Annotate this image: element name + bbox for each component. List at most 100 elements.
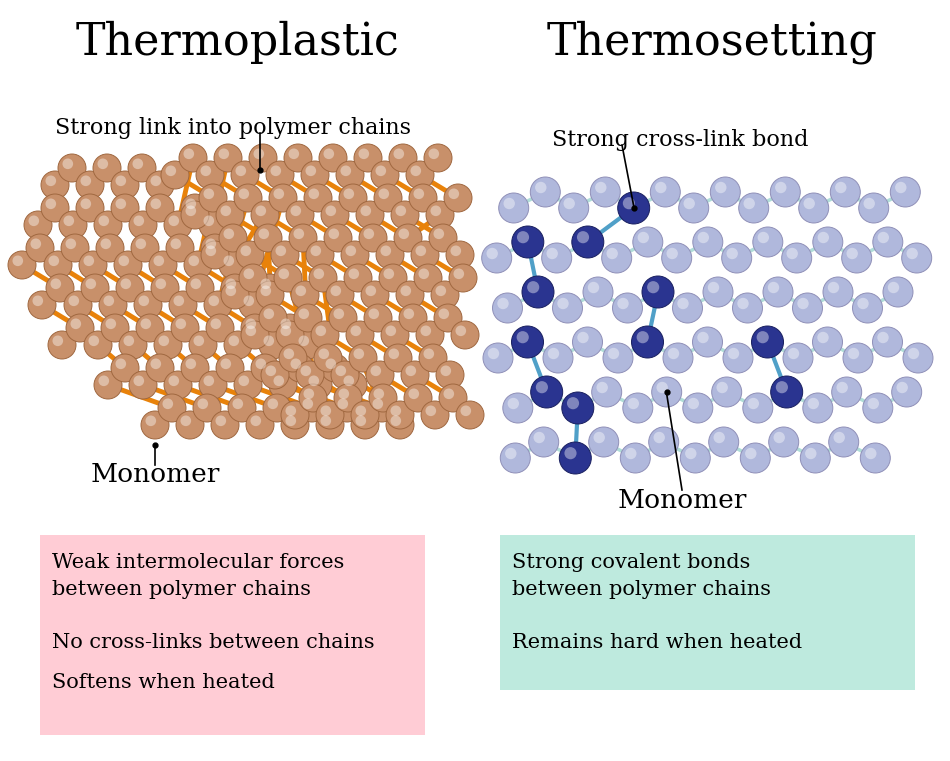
- Circle shape: [303, 388, 314, 399]
- Circle shape: [455, 326, 466, 336]
- Circle shape: [174, 295, 184, 306]
- Circle shape: [326, 358, 336, 369]
- Circle shape: [404, 308, 414, 319]
- Circle shape: [421, 401, 449, 429]
- Circle shape: [150, 199, 162, 209]
- Circle shape: [296, 361, 324, 389]
- Circle shape: [770, 177, 800, 207]
- Circle shape: [254, 224, 282, 252]
- Circle shape: [165, 165, 176, 176]
- Circle shape: [711, 177, 740, 207]
- Circle shape: [299, 384, 327, 412]
- Circle shape: [625, 447, 636, 459]
- Circle shape: [116, 176, 126, 186]
- Circle shape: [166, 234, 194, 262]
- Circle shape: [124, 336, 134, 346]
- Circle shape: [618, 298, 629, 309]
- Circle shape: [316, 411, 344, 439]
- Circle shape: [76, 171, 104, 199]
- Circle shape: [243, 295, 254, 306]
- Circle shape: [284, 144, 312, 172]
- Circle shape: [364, 228, 374, 239]
- Circle shape: [368, 394, 396, 422]
- Circle shape: [263, 394, 291, 422]
- Circle shape: [419, 269, 429, 279]
- Circle shape: [181, 201, 209, 229]
- Circle shape: [712, 377, 742, 407]
- Circle shape: [289, 224, 317, 252]
- Circle shape: [101, 238, 111, 249]
- Circle shape: [376, 241, 404, 269]
- Circle shape: [216, 201, 244, 229]
- Circle shape: [63, 158, 73, 169]
- Circle shape: [278, 269, 289, 279]
- Circle shape: [181, 354, 209, 382]
- Circle shape: [281, 411, 309, 439]
- Circle shape: [413, 189, 424, 199]
- Circle shape: [542, 243, 572, 273]
- Circle shape: [219, 251, 247, 279]
- Circle shape: [503, 393, 533, 423]
- Circle shape: [573, 327, 602, 357]
- Circle shape: [349, 269, 359, 279]
- Circle shape: [263, 336, 275, 346]
- Circle shape: [487, 348, 499, 359]
- Circle shape: [847, 348, 859, 359]
- Circle shape: [409, 184, 437, 212]
- Circle shape: [280, 319, 291, 329]
- Circle shape: [131, 234, 159, 262]
- Circle shape: [411, 241, 439, 269]
- Circle shape: [353, 349, 364, 359]
- Circle shape: [401, 361, 429, 389]
- Circle shape: [184, 251, 212, 279]
- Circle shape: [888, 282, 900, 293]
- Circle shape: [773, 431, 785, 443]
- Circle shape: [254, 148, 264, 159]
- Circle shape: [559, 193, 589, 223]
- Circle shape: [529, 427, 559, 457]
- Circle shape: [333, 394, 361, 422]
- Circle shape: [355, 406, 366, 416]
- Circle shape: [340, 165, 352, 176]
- Circle shape: [543, 343, 573, 373]
- Circle shape: [578, 332, 589, 343]
- Circle shape: [294, 228, 304, 239]
- Circle shape: [99, 375, 109, 386]
- Circle shape: [104, 295, 114, 306]
- Circle shape: [196, 161, 224, 189]
- Circle shape: [846, 248, 858, 260]
- Circle shape: [805, 447, 816, 459]
- Circle shape: [831, 377, 862, 407]
- Circle shape: [225, 285, 237, 296]
- Circle shape: [331, 285, 341, 296]
- Circle shape: [269, 371, 297, 399]
- Circle shape: [208, 295, 219, 306]
- Circle shape: [300, 365, 311, 376]
- Circle shape: [346, 246, 356, 256]
- Circle shape: [873, 227, 902, 257]
- Circle shape: [415, 246, 427, 256]
- Circle shape: [81, 176, 91, 186]
- Circle shape: [623, 393, 653, 423]
- Circle shape: [623, 197, 635, 209]
- Circle shape: [309, 189, 319, 199]
- Circle shape: [321, 354, 349, 382]
- Circle shape: [421, 326, 431, 336]
- Circle shape: [567, 397, 580, 409]
- Circle shape: [369, 308, 379, 319]
- Circle shape: [286, 201, 314, 229]
- Circle shape: [453, 269, 465, 279]
- Circle shape: [859, 193, 888, 223]
- Circle shape: [295, 285, 306, 296]
- Circle shape: [572, 226, 604, 258]
- Circle shape: [81, 274, 109, 302]
- Circle shape: [205, 238, 216, 249]
- Circle shape: [351, 401, 379, 429]
- Circle shape: [304, 371, 332, 399]
- Circle shape: [251, 354, 279, 382]
- Circle shape: [276, 321, 304, 349]
- Circle shape: [697, 332, 709, 343]
- Circle shape: [114, 251, 142, 279]
- Circle shape: [179, 144, 207, 172]
- Circle shape: [370, 365, 381, 376]
